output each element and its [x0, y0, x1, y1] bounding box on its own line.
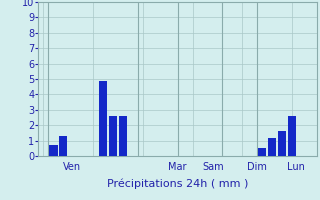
- Text: Dim: Dim: [247, 162, 267, 172]
- Bar: [288, 116, 296, 156]
- Bar: [268, 138, 276, 156]
- Bar: [258, 148, 266, 156]
- Bar: [59, 136, 68, 156]
- Bar: [119, 116, 127, 156]
- Text: Sam: Sam: [203, 162, 224, 172]
- Bar: [99, 81, 107, 156]
- Text: Ven: Ven: [63, 162, 81, 172]
- Text: Lun: Lun: [287, 162, 305, 172]
- Text: Mar: Mar: [168, 162, 186, 172]
- Text: Précipitations 24h ( mm ): Précipitations 24h ( mm ): [107, 178, 248, 189]
- Bar: [49, 145, 58, 156]
- Bar: [278, 131, 286, 156]
- Bar: [109, 116, 117, 156]
